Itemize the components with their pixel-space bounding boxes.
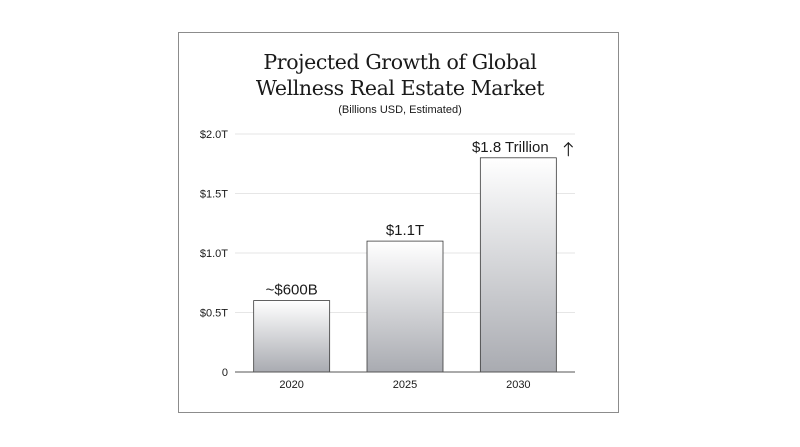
- y-tick-label: $0.5T: [200, 308, 228, 320]
- data-labels: ~$600B $1.1T $1.8 Trillion: [266, 139, 573, 299]
- chart-title-line-2: Wellness Real Estate Market: [255, 76, 545, 100]
- x-tick-label: 2030: [506, 379, 530, 391]
- data-label: ~$600B: [266, 282, 318, 299]
- data-label: $1.8 Trillion: [472, 139, 549, 156]
- bars: [253, 157, 557, 373]
- chart-subtitle: (Billions USD, Estimated): [338, 104, 462, 116]
- x-tick-label: 2020: [279, 379, 303, 391]
- y-tick-label: 0: [222, 367, 228, 379]
- data-label: $1.1T: [386, 222, 424, 239]
- x-axis-ticks: 2020 2025 2030: [279, 379, 530, 391]
- bar-2030: [479, 157, 557, 373]
- chart-title-line-1: Projected Growth of Global: [263, 50, 537, 74]
- y-tick-label: $1.5T: [200, 189, 228, 201]
- up-arrow-icon: [563, 142, 573, 157]
- bar-2025: [366, 240, 444, 373]
- chart-title: Projected Growth of Global Wellness Real…: [0, 49, 800, 101]
- x-tick-label: 2025: [393, 379, 417, 391]
- bar-2020: [253, 300, 331, 373]
- y-axis-ticks: 0 $0.5T $1.0T $1.5T $2.0T: [200, 129, 228, 379]
- y-tick-label: $2.0T: [200, 129, 228, 141]
- y-tick-label: $1.0T: [200, 248, 228, 260]
